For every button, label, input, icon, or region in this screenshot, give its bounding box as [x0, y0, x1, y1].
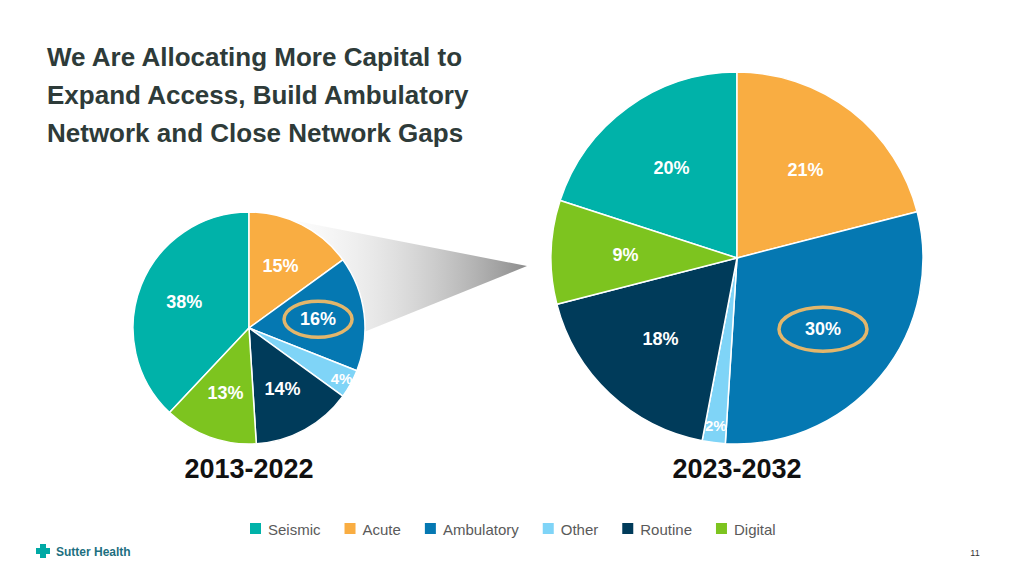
pie-slice [725, 212, 923, 444]
title: We Are Allocating More Capital to Expand … [47, 42, 469, 148]
data-label: 4% [331, 370, 353, 387]
legend-swatch [622, 523, 633, 534]
legend-swatch [345, 523, 356, 534]
pie-slice [249, 328, 343, 444]
data-label: 15% [263, 256, 299, 276]
legend-item: Other [543, 521, 599, 538]
page-number: 11 [970, 548, 979, 558]
legend-label: Digital [734, 521, 776, 538]
logo-icon [36, 544, 50, 558]
pie-title: 2013-2022 [184, 454, 313, 484]
title-line: Network and Close Network Gaps [47, 118, 463, 148]
legend-label: Acute [363, 521, 401, 538]
legend-item: Acute [345, 521, 401, 538]
pie-slice [170, 328, 257, 444]
legend-item: Seismic [250, 521, 321, 538]
legend-swatch [543, 523, 554, 534]
legend-label: Seismic [268, 521, 321, 538]
legend-swatch [250, 523, 261, 534]
pie: 38% 15% 16% 4% 14% 13% [133, 212, 365, 444]
highlight-ring [284, 301, 352, 337]
logo-text: Sutter Health [56, 545, 131, 559]
data-label: 16% [300, 309, 336, 329]
logo: Sutter Health [36, 544, 131, 559]
legend: Seismic Acute Ambulatory Other Routine Digita… [250, 521, 776, 538]
highlight-ring [779, 307, 867, 351]
data-labels: 38% 15% 16% 4% 14% 13% [166, 256, 352, 403]
pie-title: 2023-2032 [672, 454, 801, 484]
title-line: We Are Allocating More Capital to [47, 42, 462, 72]
data-label: 30% [805, 319, 841, 339]
data-label: 20% [653, 158, 689, 178]
legend-item: Routine [622, 521, 692, 538]
legend-label: Other [561, 521, 599, 538]
legend-swatch [716, 523, 727, 534]
pie-slice [551, 201, 737, 305]
data-label: 14% [265, 379, 301, 399]
legend-item: Digital [716, 521, 776, 538]
legend-item: Ambulatory [425, 521, 519, 538]
data-label: 21% [787, 160, 823, 180]
title-line: Expand Access, Build Ambulatory [47, 80, 469, 110]
slide: We Are Allocating More Capital to Expand … [0, 0, 1024, 577]
pie: 20% 21% 30% 2% 18% 9% [551, 72, 923, 444]
data-labels: 20% 21% 30% 2% 18% 9% [612, 158, 867, 435]
legend-label: Routine [640, 521, 692, 538]
data-label: 18% [643, 329, 679, 349]
legend-label: Ambulatory [443, 521, 519, 538]
data-label: 13% [207, 383, 243, 403]
data-label: 2% [705, 417, 727, 434]
legend-swatch [425, 523, 436, 534]
data-label: 9% [612, 244, 638, 264]
data-label: 38% [166, 292, 202, 312]
